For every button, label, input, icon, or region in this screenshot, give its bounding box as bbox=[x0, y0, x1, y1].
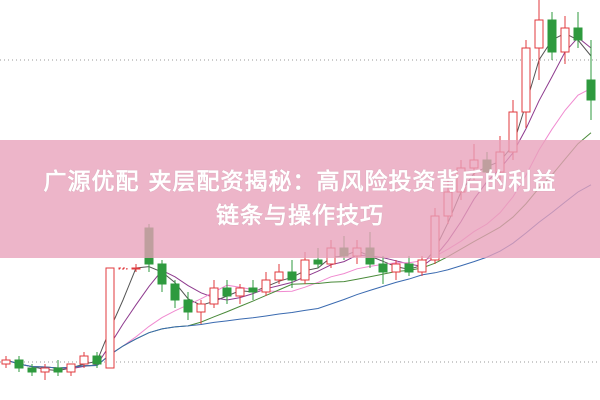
candle-body bbox=[378, 263, 388, 273]
candle-body bbox=[235, 287, 245, 297]
candle-body bbox=[313, 259, 323, 265]
candle bbox=[53, 360, 63, 376]
candle bbox=[27, 364, 37, 376]
candle-body bbox=[534, 19, 544, 49]
candle bbox=[118, 267, 128, 270]
candle bbox=[248, 280, 258, 300]
candle-body bbox=[27, 367, 37, 373]
candle bbox=[79, 352, 89, 368]
candle bbox=[157, 260, 167, 292]
candle bbox=[105, 267, 115, 369]
headline-line-1: 广源优配 夹层配资揭秘：高风险投资背后的利益 bbox=[43, 169, 557, 195]
candle bbox=[261, 272, 271, 296]
candle-body bbox=[573, 27, 583, 41]
headline-line-2: 链条与操作技巧 bbox=[216, 203, 384, 229]
candle bbox=[183, 292, 193, 320]
candle-body bbox=[105, 267, 115, 369]
candle-body bbox=[209, 287, 219, 305]
candle-body bbox=[417, 259, 427, 273]
candle-body bbox=[287, 271, 297, 281]
candle bbox=[1, 356, 11, 368]
candle bbox=[235, 284, 245, 304]
candle bbox=[287, 260, 297, 288]
candle-body bbox=[92, 355, 102, 365]
candle-body bbox=[404, 263, 414, 273]
candle bbox=[40, 364, 50, 380]
candle bbox=[391, 260, 401, 280]
candle bbox=[170, 280, 180, 308]
candle bbox=[131, 264, 141, 272]
candle-body bbox=[547, 19, 557, 53]
candle bbox=[14, 356, 24, 372]
candle bbox=[521, 40, 531, 128]
candle-body bbox=[118, 267, 128, 270]
candle-body bbox=[521, 47, 531, 113]
candle-body bbox=[79, 355, 89, 365]
candle bbox=[378, 256, 388, 284]
candle-body bbox=[131, 267, 141, 270]
candle-body bbox=[157, 263, 167, 285]
candle-body bbox=[222, 287, 232, 297]
candle-body bbox=[586, 79, 596, 101]
candle bbox=[417, 256, 427, 276]
candle bbox=[274, 264, 284, 284]
candle-body bbox=[170, 283, 180, 301]
moving-average-lines bbox=[5, 32, 592, 372]
candle-body bbox=[40, 367, 50, 373]
candle bbox=[222, 280, 232, 304]
candle bbox=[404, 256, 414, 276]
candle-body bbox=[274, 271, 284, 281]
candle bbox=[560, 16, 570, 64]
candle bbox=[586, 40, 596, 120]
candle bbox=[196, 300, 206, 324]
candle bbox=[573, 12, 583, 48]
candle-body bbox=[300, 259, 310, 281]
candle bbox=[92, 352, 102, 368]
candle bbox=[66, 363, 76, 376]
headline-banner: 广源优配 夹层配资揭秘：高风险投资背后的利益 链条与操作技巧 bbox=[0, 140, 600, 258]
candle bbox=[547, 12, 557, 60]
candle-body bbox=[53, 367, 63, 373]
candle-body bbox=[14, 359, 24, 369]
candle-body bbox=[66, 363, 76, 373]
candle-body bbox=[183, 299, 193, 313]
candle bbox=[534, 0, 544, 80]
candle-body bbox=[248, 287, 258, 293]
candle-body bbox=[261, 279, 271, 293]
candle bbox=[209, 280, 219, 308]
candle-body bbox=[196, 303, 206, 313]
candle-body bbox=[391, 263, 401, 273]
candle-body bbox=[1, 359, 11, 365]
candle-body bbox=[560, 27, 570, 53]
